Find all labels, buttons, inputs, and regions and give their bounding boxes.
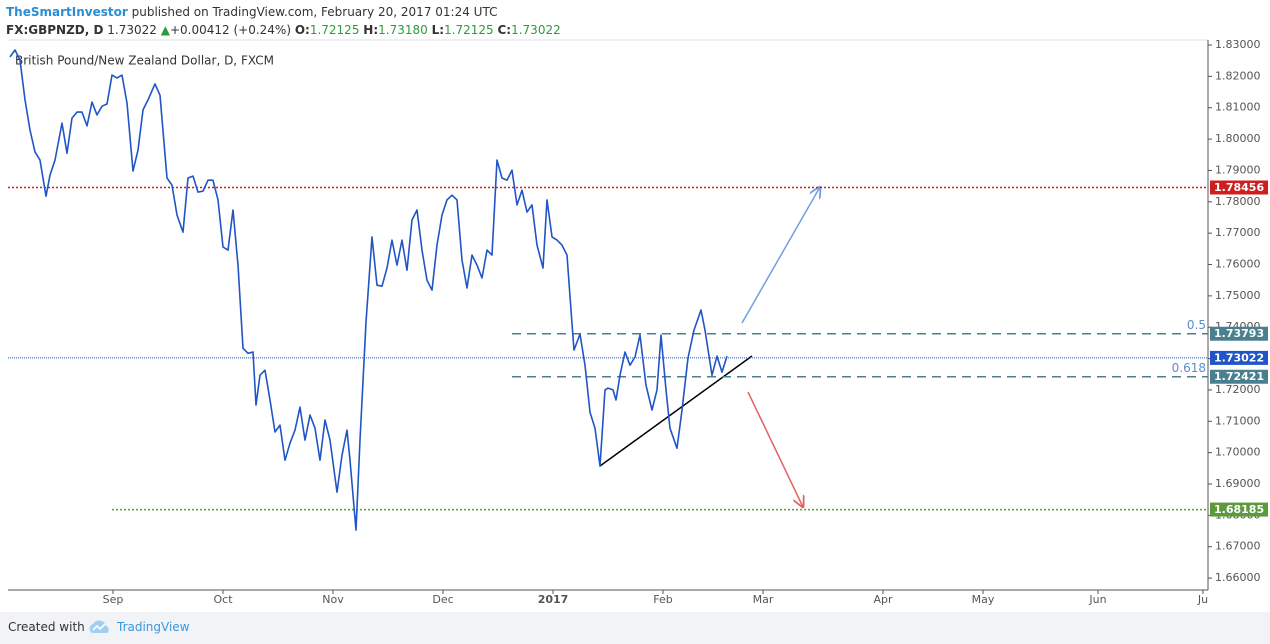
price-line: [9, 49, 728, 531]
created-with: Created with: [8, 620, 85, 634]
down-arrow: [747, 391, 803, 507]
ohlc-value: 1.73022: [511, 23, 561, 37]
y-tick-label: 1.82000: [1215, 69, 1261, 82]
chart: British Pound/New Zealand Dollar, D, FXC…: [8, 38, 1268, 606]
arrow: ▲: [160, 23, 170, 37]
header-line: TheSmartInvestor published on TradingVie…: [6, 3, 561, 21]
level-label: 1.73022: [1214, 351, 1264, 364]
ohlc-value: 1.72125: [444, 23, 494, 37]
ohlc-value: 1.73180: [378, 23, 428, 37]
level-label: 1.72421: [1214, 370, 1264, 383]
y-tick-label: 1.76000: [1215, 258, 1261, 271]
x-tick-label: 2017: [538, 593, 569, 606]
level-box: [1210, 180, 1268, 195]
trendline: [599, 355, 753, 467]
level-label: 1.78456: [1214, 181, 1264, 194]
x-tick-label: Mar: [753, 593, 774, 606]
x-tick-label: Ju: [1197, 593, 1208, 606]
x-tick-label: Oct: [213, 593, 233, 606]
footer: Created with TradingView: [0, 612, 1270, 644]
fib-label: 0.618: [1172, 361, 1206, 375]
ohlc-value: 1.72125: [309, 23, 360, 37]
ohlc: O:1.72125 H:1.73180 L:1.72125 C:1.73022: [295, 23, 561, 37]
level-label: 1.68185: [1214, 503, 1264, 516]
x-tick-label: Nov: [322, 593, 344, 606]
quote-line: FX:GBPNZD, D 1.73022 ▲+0.00412 (+0.24%) …: [6, 21, 561, 39]
level-label: 1.73793: [1214, 327, 1264, 340]
last: 1.73022: [107, 23, 157, 37]
y-tick-label: 1.79000: [1215, 163, 1261, 176]
x-tick-label: Jun: [1088, 593, 1106, 606]
ohlc-key: O:: [294, 23, 310, 37]
y-tick-label: 1.83000: [1215, 38, 1261, 51]
x-tick-label: Apr: [873, 593, 893, 606]
y-tick-label: 1.66000: [1215, 571, 1261, 584]
ohlc-key: L:: [431, 23, 445, 37]
x-tick-label: May: [972, 593, 995, 606]
logo: [89, 620, 109, 633]
symbol: FX:GBPNZD, D: [6, 23, 104, 37]
change: +0.00412 (+0.24%): [169, 23, 291, 37]
level-box: [1210, 326, 1268, 341]
x-tick-label: Dec: [432, 593, 453, 606]
fib-label: 0.5: [1187, 318, 1206, 332]
y-tick-label: 1.77000: [1215, 226, 1261, 239]
up-arrow: [741, 187, 820, 324]
y-tick-label: 1.75000: [1215, 289, 1261, 302]
author[interactable]: TheSmartInvestor: [6, 5, 128, 19]
y-tick-label: 1.67000: [1215, 540, 1261, 553]
level-box: [1210, 502, 1268, 517]
ohlc-key: C:: [497, 23, 512, 37]
y-tick-label: 1.72000: [1215, 383, 1261, 396]
y-tick-label: 1.71000: [1215, 414, 1261, 427]
published: published on TradingView.com, February 2…: [131, 5, 498, 19]
y-tick-label: 1.78000: [1215, 195, 1261, 208]
y-tick-label: 1.70000: [1215, 446, 1261, 459]
header: TheSmartInvestor published on TradingVie…: [6, 3, 561, 39]
y-tick-label: 1.69000: [1215, 477, 1261, 490]
brand[interactable]: TradingView: [117, 620, 190, 634]
ohlc-key: H:: [363, 23, 379, 37]
level-box: [1210, 350, 1268, 365]
y-tick-label: 1.81000: [1215, 101, 1261, 114]
x-tick-label: Sep: [103, 593, 124, 606]
chart-title: British Pound/New Zealand Dollar, D, FXC…: [15, 54, 274, 68]
level-box: [1210, 369, 1268, 384]
y-tick-label: 1.80000: [1215, 132, 1261, 145]
x-tick-label: Feb: [653, 593, 672, 606]
